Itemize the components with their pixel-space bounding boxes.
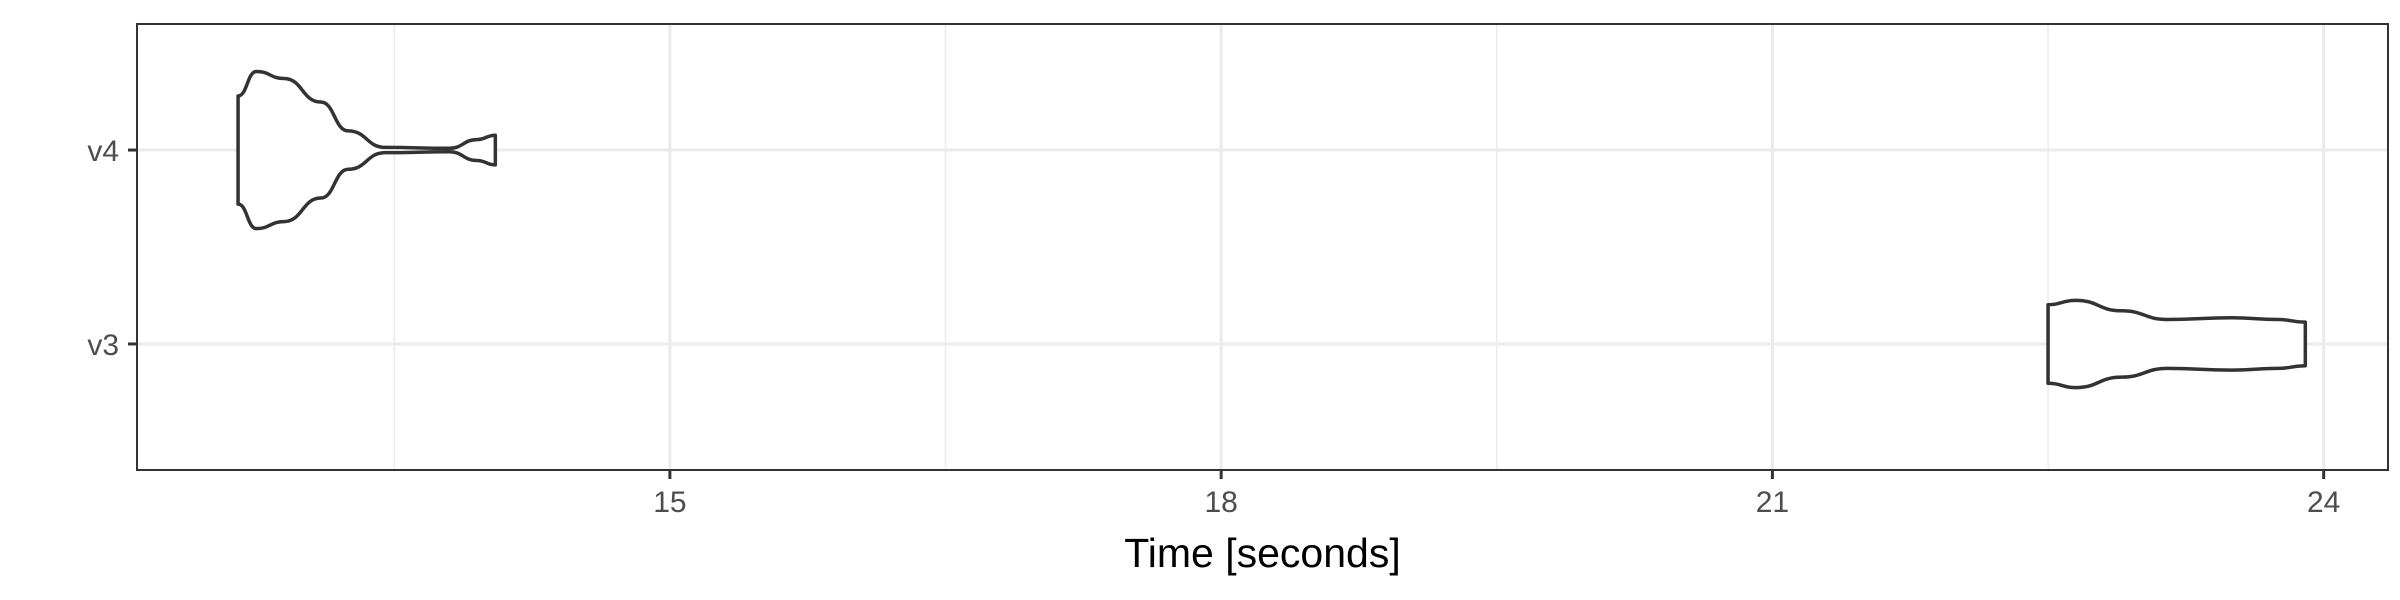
x-tick-label: 15 <box>653 486 686 519</box>
violins <box>236 69 2308 390</box>
violin-v3 <box>2046 298 2308 390</box>
gridlines <box>137 24 2388 470</box>
x-tick-label: 21 <box>1756 486 1789 519</box>
plot-panel <box>136 23 2389 471</box>
axes: 15 18 21 24 v3 v4 <box>87 135 2340 519</box>
x-axis-title: Time [seconds] <box>1124 530 1400 576</box>
y-tick-label: v3 <box>87 329 119 362</box>
x-tick-label: 24 <box>2307 486 2340 519</box>
x-tick-label: 18 <box>1204 486 1237 519</box>
violin-v4 <box>236 69 498 231</box>
y-tick-label: v4 <box>87 135 119 168</box>
